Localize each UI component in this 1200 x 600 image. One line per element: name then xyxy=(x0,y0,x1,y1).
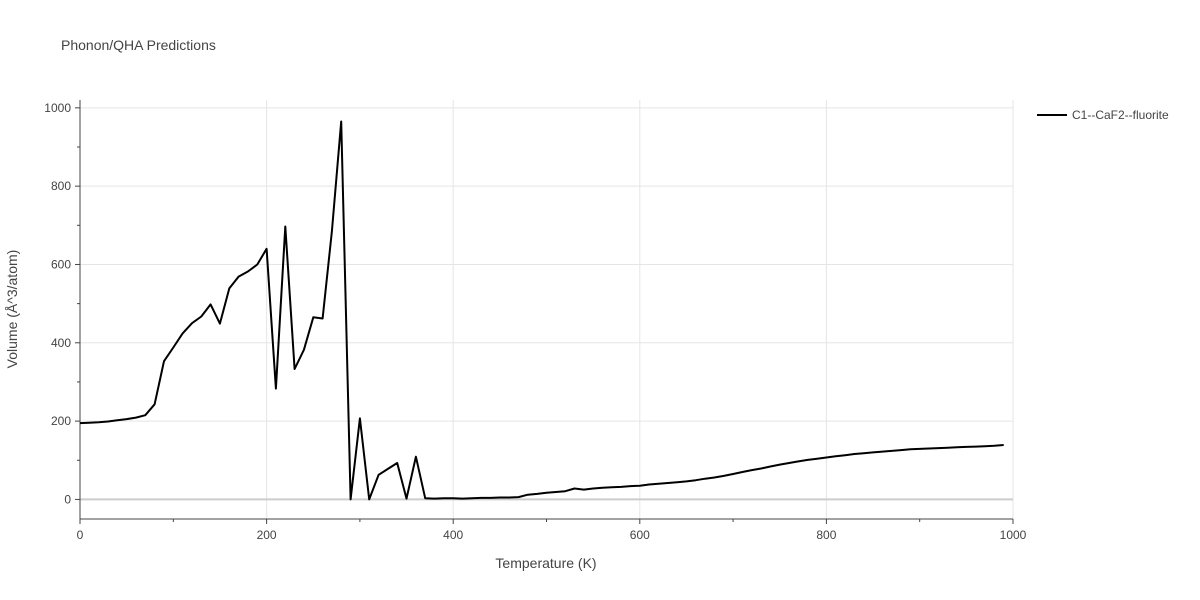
x-tick-label-0: 0 xyxy=(77,528,84,542)
x-tick-label-600: 600 xyxy=(630,528,650,542)
y-tick-label-200: 200 xyxy=(51,414,71,428)
y-tick-label-400: 400 xyxy=(51,336,71,350)
axis-layer: 0 200 400 600 800 1000 0 200 400 600 800 1000 xyxy=(44,100,1027,542)
y-tick-label-600: 600 xyxy=(51,257,71,271)
series-layer xyxy=(79,120,1004,501)
grid-layer xyxy=(80,100,1014,519)
x-tick-label-400: 400 xyxy=(443,528,463,542)
y-tick-label-1000: 1000 xyxy=(44,101,71,115)
chart-title: Phonon/QHA Predictions xyxy=(61,37,216,53)
y-tick-label-800: 800 xyxy=(51,179,71,193)
x-axis-title: Temperature (K) xyxy=(495,555,596,571)
legend-label: C1--CaF2--fluorite xyxy=(1072,108,1169,122)
x-tick-label-800: 800 xyxy=(816,528,836,542)
y-axis-title: Volume (Å^3/atom) xyxy=(4,250,20,369)
legend[interactable]: C1--CaF2--fluorite xyxy=(1037,108,1169,122)
x-tick-label-200: 200 xyxy=(257,528,277,542)
series-line-0[interactable] xyxy=(79,120,1004,501)
y-tick-label-0: 0 xyxy=(64,492,71,506)
x-tick-label-1000: 1000 xyxy=(1000,528,1027,542)
